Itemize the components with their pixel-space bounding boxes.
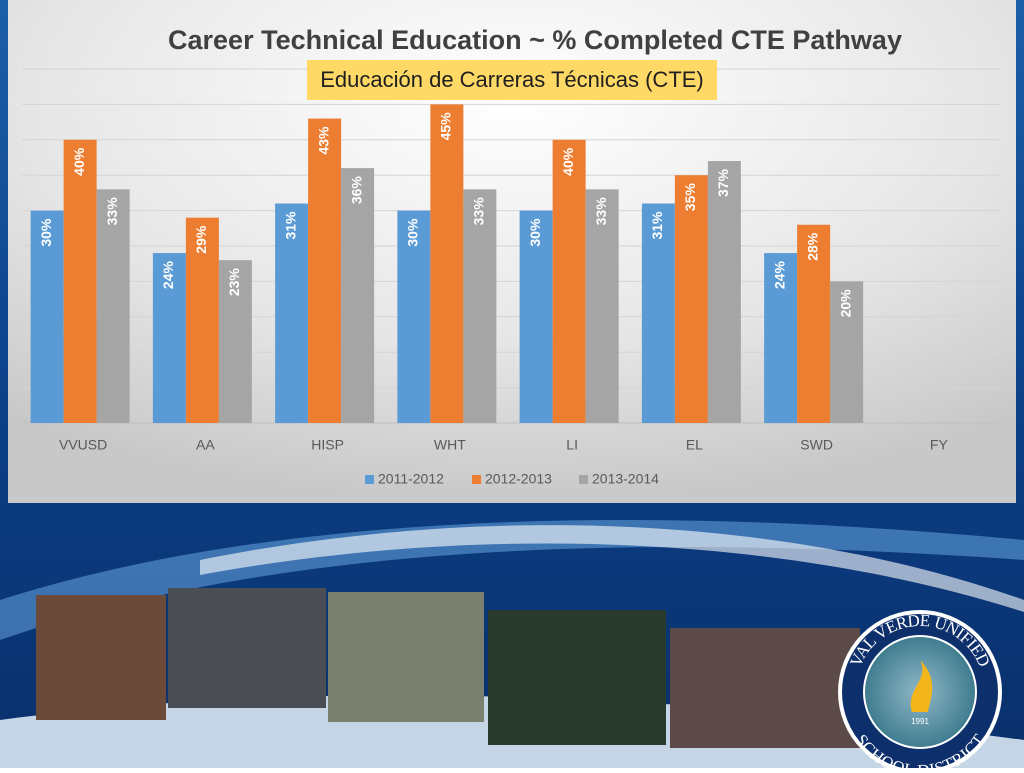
bar xyxy=(30,210,64,423)
value-label: 37% xyxy=(715,168,731,197)
value-label: 23% xyxy=(226,268,242,297)
x-tick-label: HISP xyxy=(311,437,344,453)
bar xyxy=(519,210,553,423)
bar xyxy=(275,203,309,423)
value-label: 24% xyxy=(771,261,787,290)
bar xyxy=(63,139,97,424)
value-label: 35% xyxy=(682,183,698,212)
photo xyxy=(670,628,860,748)
value-label: 40% xyxy=(71,147,87,176)
photo xyxy=(328,592,484,722)
value-label: 31% xyxy=(282,211,298,240)
bar xyxy=(797,224,831,423)
photo xyxy=(488,610,666,745)
bar xyxy=(463,189,497,423)
bar xyxy=(674,175,708,423)
legend-swatch xyxy=(365,475,374,484)
bar xyxy=(308,118,342,423)
logo: VAL VERDE UNIFIED SCHOOL DISTRICT 1991 xyxy=(838,610,1002,773)
chart-subtitle: Educación de Carreras Técnicas (CTE) xyxy=(320,67,704,92)
bar xyxy=(830,281,864,423)
legend-swatch xyxy=(472,475,481,484)
value-label: 40% xyxy=(560,147,576,176)
bar xyxy=(764,253,798,423)
legend-swatch xyxy=(579,475,588,484)
x-tick-label: WHT xyxy=(434,437,466,453)
value-label: 20% xyxy=(837,289,853,318)
legend-label: 2013-2014 xyxy=(592,471,659,487)
bar xyxy=(185,217,219,423)
value-label: 45% xyxy=(438,112,454,141)
value-label: 31% xyxy=(649,211,665,240)
bar xyxy=(96,189,130,423)
value-label: 33% xyxy=(104,197,120,226)
chart-title: Career Technical Education ~ % Completed… xyxy=(168,25,902,55)
legend-label: 2011-2012 xyxy=(378,471,444,487)
value-label: 30% xyxy=(405,218,421,247)
value-label: 33% xyxy=(471,197,487,226)
logo-year: 1991 xyxy=(911,717,929,726)
bar xyxy=(552,139,586,424)
bar xyxy=(585,189,619,423)
photo xyxy=(36,595,166,720)
x-tick-label: FY xyxy=(930,437,949,453)
subtitle-box xyxy=(307,60,717,100)
value-label: 28% xyxy=(804,232,820,261)
x-tick-label: LI xyxy=(566,437,578,453)
logo-flame xyxy=(910,660,933,712)
bar xyxy=(152,253,186,423)
value-label: 33% xyxy=(593,197,609,226)
swoosh xyxy=(200,525,1024,612)
x-tick-label: SWD xyxy=(800,437,833,453)
x-tick-label: VVUSD xyxy=(59,437,107,453)
x-tick-label: EL xyxy=(686,437,703,453)
photo-strip xyxy=(36,588,860,748)
value-label: 43% xyxy=(315,126,331,155)
bar xyxy=(341,168,375,423)
photo xyxy=(168,588,326,708)
x-tick-label: AA xyxy=(196,437,215,453)
value-label: 29% xyxy=(193,225,209,254)
value-label: 30% xyxy=(527,218,543,247)
bar xyxy=(430,104,464,424)
legend-label: 2012-2013 xyxy=(485,471,552,487)
bar xyxy=(707,161,741,424)
value-label: 30% xyxy=(38,218,54,247)
value-label: 24% xyxy=(160,261,176,290)
bar xyxy=(397,210,431,423)
bar xyxy=(218,260,252,423)
value-label: 36% xyxy=(348,176,364,205)
bar xyxy=(641,203,675,423)
